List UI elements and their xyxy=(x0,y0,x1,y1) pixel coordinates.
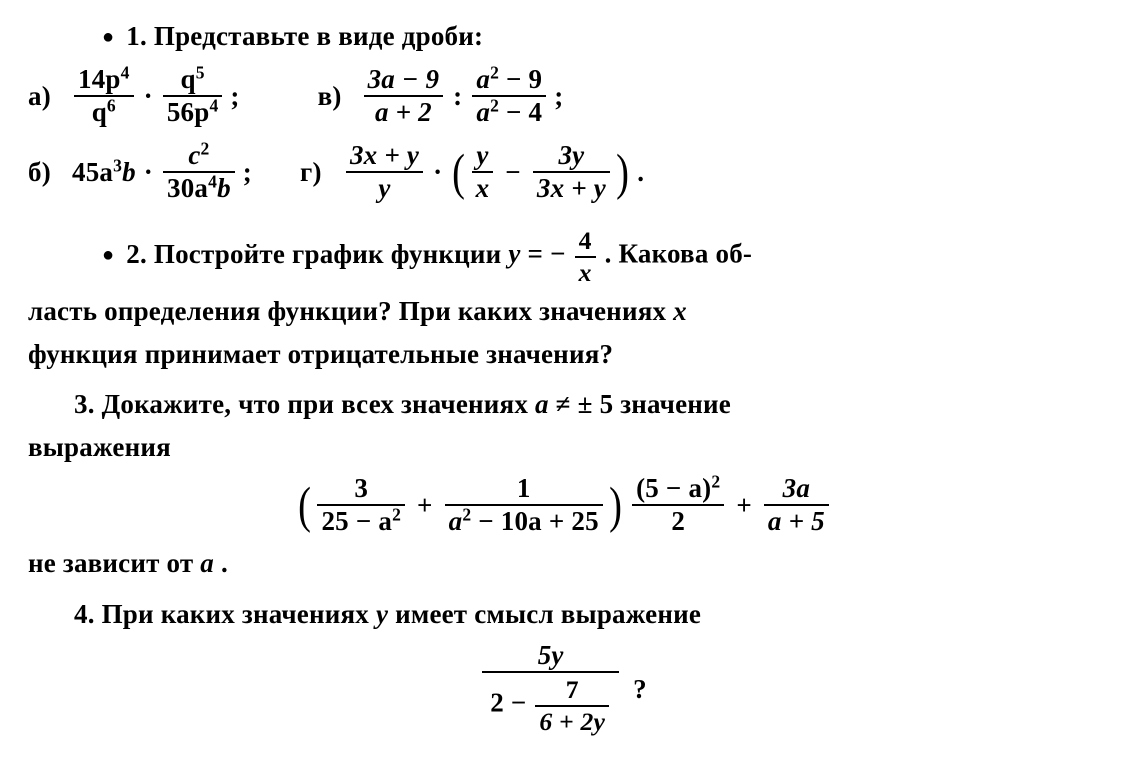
p1-row-1: а) 14p4 q6 · q5 56p4 ; в) 3a − 9 a + 2 :… xyxy=(28,60,1099,132)
problem-3-line1: 3. Докажите, что при всех значениях a ≠ … xyxy=(28,386,1099,422)
p1v-punct: ; xyxy=(554,78,563,114)
p1-item-a: а) 14p4 q6 · q5 56p4 ; xyxy=(28,60,240,132)
p2-text-c: ласть определения функции? При каких зна… xyxy=(28,296,673,326)
p1g-pfrac1: y x xyxy=(472,140,494,204)
p1-item-g: г) 3x + y y · ( y x − 3y 3x + y ) . xyxy=(300,136,644,208)
p4-qmark: ? xyxy=(633,671,647,707)
p1v-op: : xyxy=(453,78,462,114)
p2-text-a: 2. Постройте график функции xyxy=(102,239,508,269)
p1b-pre: 45a3b xyxy=(72,154,136,190)
p4-text-a: 4. При каких значениях xyxy=(74,599,376,629)
p3-pfrac1: 3 25 − a2 xyxy=(317,473,405,537)
p1a-label: а) xyxy=(28,78,56,114)
p1a-frac1: 14p4 q6 xyxy=(74,64,134,128)
p1-item-v: в) 3a − 9 a + 2 : a2 − 9 a2 − 4 ; xyxy=(318,60,564,132)
p2-text-d: x xyxy=(673,296,687,326)
p4-text-b: имеет смысл выражение xyxy=(395,599,701,629)
p1b-label: б) xyxy=(28,154,56,190)
p3-cond-rest: ≠ ± 5 xyxy=(556,389,614,419)
problem-3-line2: выражения xyxy=(28,429,1099,465)
p1g-punct: . xyxy=(637,154,644,190)
p3-frac3: 3a a + 5 xyxy=(764,473,829,537)
problem-2-line1: 2. Постройте график функции y = − 4 x . … xyxy=(28,226,1099,287)
p2-eq-sign: = − xyxy=(528,239,573,269)
problem-3-expression: ( 3 25 − a2 + 1 a2 − 10a + 25 ) (5 − a)2… xyxy=(28,473,1099,537)
problem-4-expression: 5y 2 − 7 6 + 2y ? xyxy=(28,640,1099,738)
p1a-punct: ; xyxy=(230,78,239,114)
problem-2-line2: ласть определения функции? При каких зна… xyxy=(28,293,1099,329)
p3-cond-var: a xyxy=(535,389,549,419)
p1g-pfrac2: 3y 3x + y xyxy=(533,140,610,204)
p2-text-e: функция принимает отрицательные значения… xyxy=(28,339,613,369)
problem-1-heading: 1. Представьте в виде дроби: xyxy=(28,18,1099,54)
p3-text-d-var: a xyxy=(200,548,214,578)
p1b-frac: c2 30a4b xyxy=(163,140,235,204)
p1a-op: · xyxy=(144,78,153,114)
p3-op3: + xyxy=(736,487,752,523)
p1g-label: г) xyxy=(300,154,328,190)
p1v-frac2: a2 − 9 a2 − 4 xyxy=(472,64,546,128)
p3-text-b: значение xyxy=(620,389,731,419)
p4-innerfrac: 7 6 + 2y xyxy=(535,675,609,736)
p1g-op: · xyxy=(433,154,442,190)
p2-text-b: . Какова об- xyxy=(605,239,752,269)
p1a-frac2: q5 56p4 xyxy=(163,64,223,128)
p1v-frac1: 3a − 9 a + 2 xyxy=(364,64,444,128)
p1-row-2: б) 45a3b · c2 30a4b ; г) 3x + y y · ( y … xyxy=(28,136,1099,208)
p3-pop: + xyxy=(417,487,433,523)
p3-midfrac: (5 − a)2 2 xyxy=(632,473,724,537)
p3-text-d-end: . xyxy=(221,548,228,578)
p3-text-d: не зависит от xyxy=(28,548,200,578)
p4-mainfrac: 5y 2 − 7 6 + 2y xyxy=(482,640,619,738)
p3-text-c: выражения xyxy=(28,432,171,462)
p1g-pop: − xyxy=(505,154,521,190)
problem-3-line3: не зависит от a . xyxy=(28,545,1099,581)
p1b-punct: ; xyxy=(243,154,252,190)
p1-title: 1. Представьте в виде дроби: xyxy=(102,21,483,51)
p1g-lparen: ( xyxy=(452,152,465,193)
problem-4-line1: 4. При каких значениях y имеет смысл выр… xyxy=(28,596,1099,632)
problem-2-line3: функция принимает отрицательные значения… xyxy=(28,336,1099,372)
p1g-frac1: 3x + y y xyxy=(346,140,423,204)
p1g-rparen: ) xyxy=(616,152,629,193)
p3-rparen: ) xyxy=(609,485,622,526)
p4-var: y xyxy=(376,599,388,629)
p2-eq-lhs: y xyxy=(508,239,520,269)
p2-eq-frac: 4 x xyxy=(575,226,596,287)
p3-lparen: ( xyxy=(298,485,311,526)
p1v-label: в) xyxy=(318,78,346,114)
p1-item-b: б) 45a3b · c2 30a4b ; xyxy=(28,136,252,208)
p3-text-a: 3. Докажите, что при всех значениях xyxy=(74,389,535,419)
p1b-op: · xyxy=(144,154,153,190)
p3-pfrac2: 1 a2 − 10a + 25 xyxy=(445,473,603,537)
